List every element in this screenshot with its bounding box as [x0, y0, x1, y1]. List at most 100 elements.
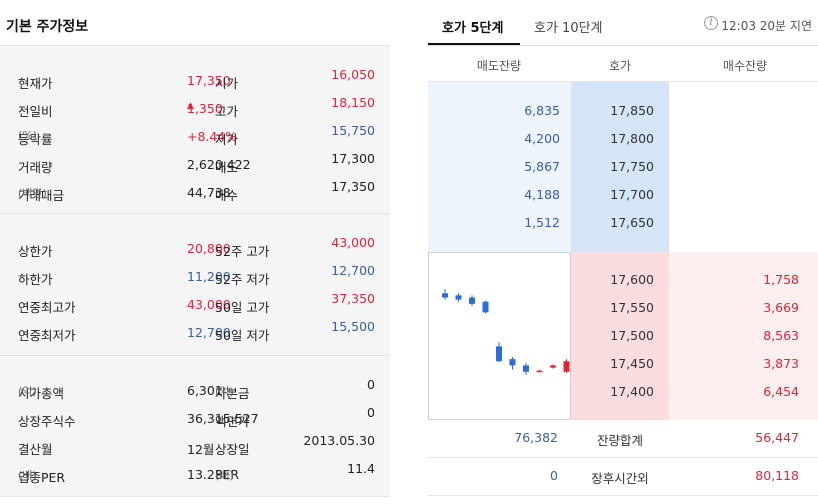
candle-body — [536, 370, 543, 373]
remaining-total-label: 잔량합계 — [596, 433, 643, 448]
info-row: 거래량 2,620,422 매도 17,300 — [18, 151, 375, 175]
info-value: 12,700 — [331, 263, 375, 278]
tab-10-levels[interactable]: 호가 10단계 — [534, 21, 603, 36]
info-value: 0 — [367, 405, 375, 420]
info-value: 16,050 — [331, 67, 375, 82]
candle — [455, 293, 462, 302]
info-row: 상장주식수 36,315,527 액면가 0 — [18, 405, 375, 429]
bid-row[interactable]: 17,500 8,563 — [428, 322, 818, 350]
candle-body — [550, 365, 556, 368]
price-header: 호가 — [608, 59, 632, 73]
bid-row[interactable]: 17,550 3,669 — [428, 294, 818, 322]
info-value: 18,150 — [331, 95, 375, 110]
bid-row[interactable]: 17,400 6,454 — [428, 378, 818, 406]
mini-candle-chart — [428, 252, 571, 420]
candle — [482, 300, 489, 314]
ask-volume-header: 매도잔량 — [476, 59, 522, 73]
info-value: 43,000 — [331, 235, 375, 250]
basic-stock-info-panel: 기본 주가정보 현재가 17,350 시가 16,050 전일비 ▲ 1,350 고가 18,1… — [0, 0, 390, 504]
unit-label: (%) — [18, 129, 38, 142]
bid-remaining-total: 56,447 — [755, 430, 799, 445]
delay-timestamp: 12:03 20분 지연 — [721, 19, 812, 33]
ask-volume-area — [428, 82, 571, 252]
tab-5-levels[interactable]: 호가 5단계 — [442, 21, 504, 36]
after-hours-bid: 80,118 — [755, 468, 799, 483]
bid-volume: 3,669 — [763, 300, 799, 315]
ask-price: 17,800 — [610, 131, 654, 146]
after-hours-ask: 0 — [550, 468, 558, 483]
ask-price-area — [571, 82, 669, 252]
bid-volume: 8,563 — [763, 328, 799, 343]
ask-row[interactable]: 6,835 17,850 — [428, 97, 818, 125]
panel-title: 기본 주가정보 — [6, 19, 89, 35]
order-book-header: 매도잔량 호가 매수잔량 — [428, 46, 818, 82]
info-value: 11.4 — [347, 461, 375, 476]
bid-volume: 1,758 — [763, 272, 799, 287]
candle-body — [469, 297, 475, 304]
info-value: 15,750 — [331, 123, 375, 138]
info-value: 15,500 — [331, 319, 375, 334]
after-hours-row: 0 장후시간외 80,118 — [428, 458, 818, 496]
unit-label: (배) — [215, 469, 234, 482]
candle-body — [455, 295, 462, 300]
candle-body — [442, 293, 448, 298]
ask-price: 17,850 — [610, 103, 654, 118]
ask-remaining-total: 76,382 — [514, 430, 558, 445]
ask-price: 17,750 — [610, 159, 654, 174]
info-row: 하한가 11,200 52주 저가 12,700 — [18, 263, 375, 287]
ask-price: 17,700 — [610, 187, 654, 202]
info-row: 연중최저가 12,700 50일 저가 15,500 — [18, 319, 375, 343]
candle — [442, 289, 448, 300]
order-book-panel: 호가 5단계 호가 10단계 i 12:03 20분 지연 매도잔량 호가 매수… — [428, 0, 818, 504]
bid-price: 17,400 — [610, 384, 654, 399]
bid-row[interactable]: 17,600 1,758 — [428, 266, 818, 294]
info-row: 결산월 12월 상장일 2013.05.30 — [18, 433, 375, 457]
bid-volume: 3,873 — [763, 356, 799, 371]
candle — [523, 363, 529, 375]
candle — [536, 369, 543, 373]
after-hours-label: 장후시간외 — [591, 471, 649, 486]
info-value: 0 — [367, 377, 375, 392]
bid-volume: 6,454 — [763, 384, 799, 399]
ask-row[interactable]: 5,867 17,750 — [428, 153, 818, 181]
ask-row[interactable]: 4,188 17,700 — [428, 181, 818, 209]
unit-label: (배) — [18, 469, 37, 482]
info-value: 17,350 — [331, 179, 375, 194]
info-value: 17,300 — [331, 151, 375, 166]
bid-row[interactable]: 17,450 3,873 — [428, 350, 818, 378]
ask-volume: 6,835 — [524, 103, 560, 118]
candle-body — [523, 365, 529, 372]
candle-body — [563, 361, 570, 372]
ask-volume: 5,867 — [524, 159, 560, 174]
info-row: 상한가 20,800 52주 고가 43,000 — [18, 235, 375, 259]
info-value: 2013.05.30 — [303, 433, 375, 448]
info-row: 전일비 ▲ 1,350 고가 18,150 — [18, 95, 375, 119]
unit-label: (백만) — [18, 187, 47, 200]
candle — [509, 356, 516, 370]
info-row: 현재가 17,350 시가 16,050 — [18, 67, 375, 91]
bid-volume-header: 매수잔량 — [722, 59, 768, 73]
active-tab-underline — [428, 43, 520, 45]
bid-price: 17,600 — [610, 272, 654, 287]
candle-body — [509, 359, 516, 366]
info-icon[interactable]: i — [704, 16, 718, 30]
info-value: 37,350 — [331, 291, 375, 306]
ask-volume: 1,512 — [524, 215, 560, 230]
bid-volume-area — [669, 252, 818, 420]
remaining-total-row: 76,382 잔량합계 56,447 — [428, 420, 818, 458]
ask-volume: 4,200 — [524, 131, 560, 146]
ask-row[interactable]: 4,200 17,800 — [428, 125, 818, 153]
candle — [550, 364, 556, 369]
company-section: 시가총액 (억) 6,301 자본금 (억) 0 상장주식수 36,315,527 액면가 0 결산… — [0, 355, 390, 497]
candle-body — [482, 301, 489, 313]
candle — [563, 359, 570, 373]
mini-candle-svg — [442, 289, 570, 375]
unit-label: (억) — [215, 385, 234, 398]
candle — [496, 342, 502, 363]
bid-price: 17,550 — [610, 300, 654, 315]
candle — [469, 295, 475, 306]
unit-label: (억) — [18, 385, 37, 398]
range-section: 상한가 20,800 52주 고가 43,000 하한가 11,200 52주 저가 12,7… — [0, 213, 390, 355]
ask-row[interactable]: 1,512 17,650 — [428, 209, 818, 237]
info-row: 업종PER (배) 13.28 PER (배) 11.4 — [18, 461, 375, 485]
